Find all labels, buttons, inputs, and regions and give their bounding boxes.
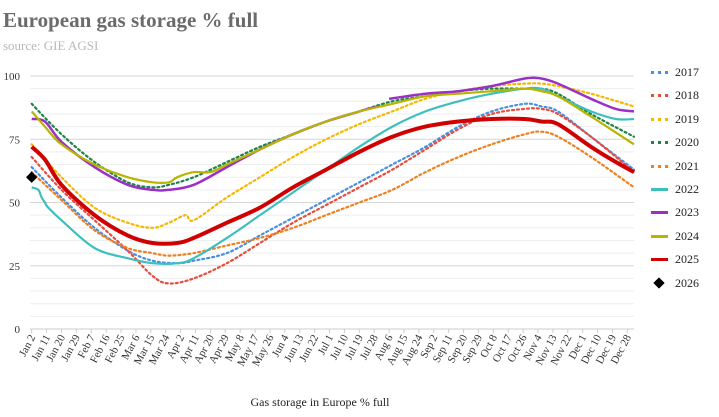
legend-swatch bbox=[651, 94, 668, 98]
legend-label: 2019 bbox=[675, 111, 699, 126]
series-2023-line bbox=[388, 76, 635, 113]
legend-swatch bbox=[651, 164, 668, 168]
legend-swatch bbox=[651, 117, 668, 121]
legend-swatch bbox=[653, 276, 665, 289]
legend-swatch bbox=[651, 258, 668, 262]
legend-item-2020: 2020 bbox=[651, 132, 717, 155]
chart-title: European gas storage % full bbox=[3, 8, 259, 32]
legend-label: 2023 bbox=[675, 205, 699, 220]
legend-swatch bbox=[651, 211, 668, 215]
legend-label: 2022 bbox=[675, 181, 699, 196]
legend-label: 2017 bbox=[675, 65, 699, 79]
series-2025-line bbox=[30, 116, 635, 246]
series-2022-line bbox=[31, 86, 635, 265]
legend-label: 2020 bbox=[675, 135, 699, 150]
y-tick-label: 25 bbox=[9, 261, 21, 273]
series-2017-line bbox=[30, 102, 636, 265]
series-2021-line bbox=[30, 130, 636, 257]
legend-swatch bbox=[651, 71, 668, 74]
legend-item-2026: 2026 bbox=[651, 273, 717, 296]
y-tick-label: 75 bbox=[9, 134, 21, 146]
legend-label: 2026 bbox=[675, 275, 699, 290]
legend-item-2019: 2019 bbox=[651, 109, 717, 132]
legend-label: 2018 bbox=[675, 88, 699, 103]
legend: 2017 2018 2019 2020 2021 2022 2023 2024 2025 2026 bbox=[651, 62, 717, 296]
y-tick-label: 50 bbox=[9, 198, 21, 210]
legend-item-2025: 2025 bbox=[651, 249, 717, 272]
series-2020-line bbox=[30, 87, 636, 189]
legend-item-2021: 2021 bbox=[651, 156, 717, 179]
legend-swatch bbox=[651, 141, 668, 145]
x-axis-title: Gas storage in Europe % full bbox=[250, 395, 390, 409]
legend-item-2024: 2024 bbox=[651, 226, 717, 249]
series-2018-line bbox=[30, 107, 636, 285]
series-2026-point bbox=[25, 171, 38, 183]
series-2024-line bbox=[30, 87, 635, 184]
legend-label: 2025 bbox=[675, 252, 699, 267]
chart-subtitle: source: GIE AGSI bbox=[3, 38, 99, 53]
y-tick-label: 100 bbox=[4, 71, 21, 83]
legend-item-2022: 2022 bbox=[651, 179, 717, 202]
series-2019-line bbox=[30, 82, 636, 229]
legend-label: 2024 bbox=[675, 228, 699, 243]
legend-swatch bbox=[651, 187, 668, 191]
legend-item-2017: 2017 bbox=[651, 62, 717, 85]
legend-swatch bbox=[651, 234, 668, 238]
legend-item-2023: 2023 bbox=[651, 202, 717, 225]
legend-label: 2021 bbox=[675, 158, 699, 173]
y-tick-label: 0 bbox=[15, 324, 21, 336]
series-2023-line bbox=[31, 105, 378, 192]
legend-item-2018: 2018 bbox=[651, 85, 717, 108]
